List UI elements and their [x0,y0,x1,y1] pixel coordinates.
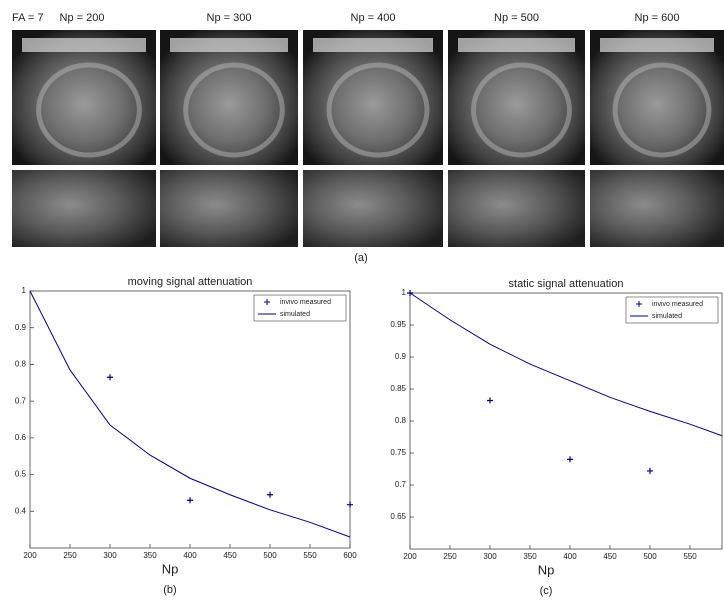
legend-label: simulated [280,311,310,318]
y-tick-label: 0.5 [15,470,27,479]
x-tick-label: 300 [483,552,497,561]
column-label: Np = 500 [494,12,539,24]
y-tick-label: 0.8 [15,360,27,369]
x-tick-label: 400 [183,551,197,560]
mri-chest-wall [313,38,433,52]
x-tick-label: 600 [343,551,357,560]
mri-image [12,30,156,165]
y-tick-label: 0.7 [15,396,27,405]
mri-heart [471,62,572,158]
mri-zoom [160,170,298,247]
caption: (b) [163,584,176,596]
caption: (a) [354,252,367,264]
x-tick-label: 550 [303,551,317,560]
fa-label: FA = 7 [12,12,44,24]
y-tick-label: 1 [22,286,27,295]
legend-label: invivo measured [652,301,703,308]
x-tick-label: 500 [643,552,657,561]
y-tick-label: 0.95 [390,320,406,329]
mri-image [160,30,298,165]
mri-image [590,30,724,165]
y-tick-label: 0.9 [15,323,27,332]
mri-heart [183,62,285,158]
y-tick-label: 0.6 [15,433,27,442]
chart-title: static signal attenuation [509,278,624,290]
mri-heart [36,62,142,158]
mri-chest-wall [600,38,714,52]
y-tick-label: 1 [402,288,407,297]
column-label: Np = 400 [351,12,396,24]
x-tick-label: 300 [103,551,117,560]
legend-swatch [636,301,642,307]
mri-chest-wall [458,38,575,52]
mri-image [448,30,585,165]
x-axis-label: Np [162,561,179,576]
simulated-line [29,290,351,538]
x-tick-label: 350 [143,551,157,560]
mri-chest-wall [170,38,288,52]
y-tick-label: 0.85 [390,384,406,393]
x-tick-label: 450 [223,551,237,560]
mri-zoom [590,170,724,247]
chart-title: moving signal attenuation [128,276,253,288]
mri-image [303,30,443,165]
legend-label: invivo measured [280,299,331,306]
simulated-line [409,292,723,437]
mri-heart [612,62,712,158]
column-label: Np = 200 [60,12,105,24]
y-tick-label: 0.65 [390,512,406,521]
x-tick-label: 550 [683,552,697,561]
mri-chest-wall [22,38,146,52]
measured-point [347,501,353,508]
y-tick-label: 0.75 [390,448,406,457]
x-tick-label: 200 [23,551,37,560]
x-tick-label: 350 [523,552,537,561]
legend-swatch [264,299,270,305]
measured-point [567,456,573,463]
y-tick-label: 0.4 [15,506,27,515]
mri-heart [326,62,430,158]
mri-zoom [448,170,585,247]
caption: (c) [540,585,553,597]
x-tick-label: 400 [563,552,577,561]
measured-point [647,467,653,474]
plot-area [409,292,723,550]
column-label: Np = 600 [635,12,680,24]
legend-box [253,294,347,322]
plot-area [29,290,351,549]
x-tick-label: 450 [603,552,617,561]
x-axis-label: Np [538,562,555,577]
y-tick-label: 0.8 [395,416,407,425]
legend-label: simulated [652,313,682,320]
x-tick-label: 250 [63,551,77,560]
x-tick-label: 250 [443,552,457,561]
mri-zoom [12,170,156,247]
legend-box [625,296,719,324]
y-tick-label: 0.7 [395,480,407,489]
measured-point [107,374,113,381]
measured-point [267,491,273,498]
mri-zoom [303,170,443,247]
y-tick-label: 0.9 [395,352,407,361]
measured-point [187,497,193,504]
measured-point [487,397,493,404]
x-tick-label: 500 [263,551,277,560]
x-tick-label: 200 [403,552,417,561]
column-label: Np = 300 [207,12,252,24]
